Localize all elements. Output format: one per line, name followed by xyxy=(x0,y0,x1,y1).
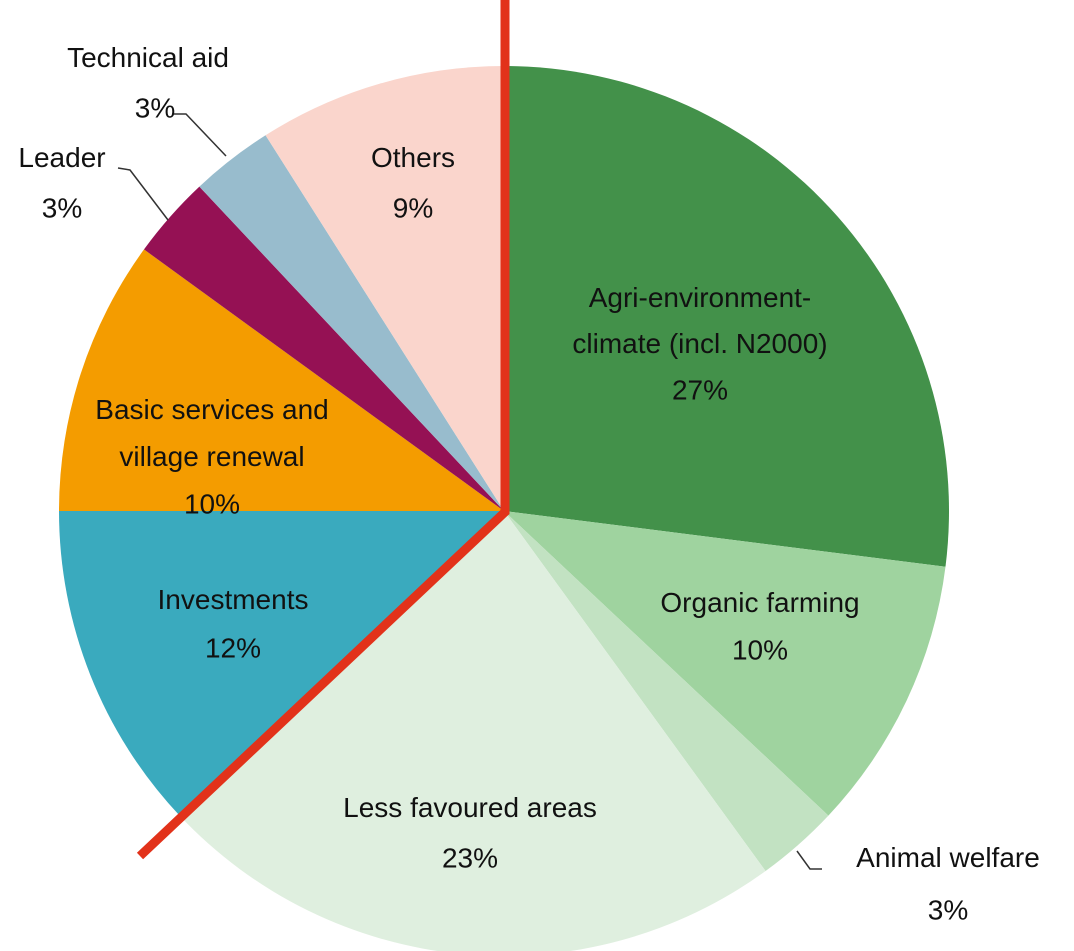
pie xyxy=(59,66,950,951)
slice-label: Organic farming xyxy=(660,587,859,618)
pie-slice xyxy=(504,511,829,872)
pie-slice xyxy=(199,135,505,511)
leader-line xyxy=(172,113,227,157)
pie-slice xyxy=(59,511,504,816)
pie-slice xyxy=(504,511,946,816)
value-label: 3% xyxy=(42,192,82,223)
labels: Agri-environment-climate (incl. N2000) 27… xyxy=(18,42,1039,925)
slice-label: Animal welfare xyxy=(856,842,1040,873)
value-label: 3% xyxy=(928,894,968,925)
pie-slice xyxy=(143,186,505,512)
value-label: 9% xyxy=(393,192,433,223)
value-label: 10% xyxy=(184,488,240,519)
leader-line xyxy=(796,850,822,870)
pie-slice xyxy=(504,66,950,567)
slice-label: Others xyxy=(371,142,455,173)
highlight-line xyxy=(136,0,510,860)
slice-label: Technical aid xyxy=(67,42,229,73)
value-label: 10% xyxy=(732,634,788,665)
value-label: 12% xyxy=(205,632,261,663)
value-label: 3% xyxy=(135,92,175,123)
slice-label: Agri-environment-climate (incl. N2000) xyxy=(572,282,827,359)
slice-label: Investments xyxy=(158,584,309,615)
slice-label: Basic services and village renewal xyxy=(95,394,328,472)
leader-line xyxy=(117,167,169,221)
slice-label: Leader xyxy=(18,142,105,173)
pie-slice xyxy=(265,66,504,511)
pie-slice xyxy=(179,511,766,951)
pie-slice xyxy=(59,249,504,512)
value-label: 23% xyxy=(442,842,498,873)
slice-label: Less favoured areas xyxy=(343,792,597,823)
value-label: 27% xyxy=(672,374,728,405)
